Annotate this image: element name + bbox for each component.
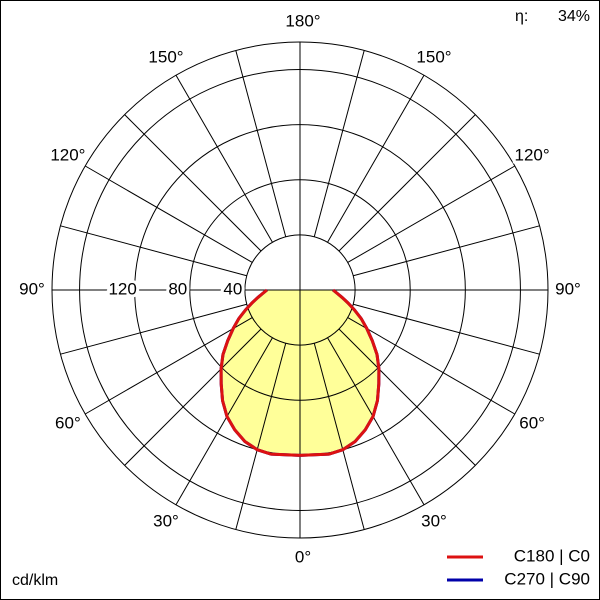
- ring-label: 40: [223, 279, 242, 298]
- spoke: [84, 317, 253, 415]
- angle-label: 120°: [50, 145, 85, 164]
- angle-label: 30°: [421, 512, 447, 531]
- spoke: [347, 317, 516, 415]
- spoke: [353, 303, 540, 355]
- angle-label: 90°: [555, 279, 581, 298]
- spoke: [235, 343, 287, 530]
- legend-label: C270 | C90: [504, 569, 590, 588]
- angle-label: 60°: [55, 413, 81, 432]
- spoke: [313, 343, 365, 530]
- angle-label: 60°: [519, 413, 545, 432]
- eta-label: η:: [515, 8, 528, 25]
- spoke: [347, 165, 516, 263]
- angle-label: 0°: [295, 547, 311, 566]
- spoke: [338, 114, 476, 252]
- ring-label: 80: [168, 279, 187, 298]
- angle-label: 150°: [416, 47, 451, 66]
- spoke: [353, 225, 540, 277]
- intensity-curve: [299, 288, 381, 457]
- grid-ring: [189, 179, 411, 401]
- spoke: [327, 74, 425, 243]
- spoke: [84, 165, 253, 263]
- spoke: [124, 114, 262, 252]
- intensity-curve: [219, 288, 301, 457]
- spoke: [313, 50, 365, 237]
- legend-label: C180 | C0: [514, 546, 590, 565]
- spoke: [175, 337, 273, 506]
- unit-label: cd/klm: [12, 572, 58, 589]
- grid-ring: [79, 69, 521, 511]
- angle-label: 150°: [148, 47, 183, 66]
- spoke: [338, 328, 476, 466]
- grid-ring: [244, 234, 356, 346]
- spoke: [124, 328, 262, 466]
- spoke: [175, 74, 273, 243]
- outer-ring: [51, 41, 549, 539]
- spoke: [327, 337, 425, 506]
- ring-label: 120: [108, 279, 136, 298]
- spoke: [60, 225, 247, 277]
- angle-label: 30°: [153, 512, 179, 531]
- angle-label: 120°: [515, 145, 550, 164]
- spoke: [235, 50, 287, 237]
- angle-label: 180°: [285, 11, 320, 30]
- efficiency-value: 34%: [558, 8, 590, 25]
- spoke: [60, 303, 247, 355]
- angle-label: 90°: [19, 279, 45, 298]
